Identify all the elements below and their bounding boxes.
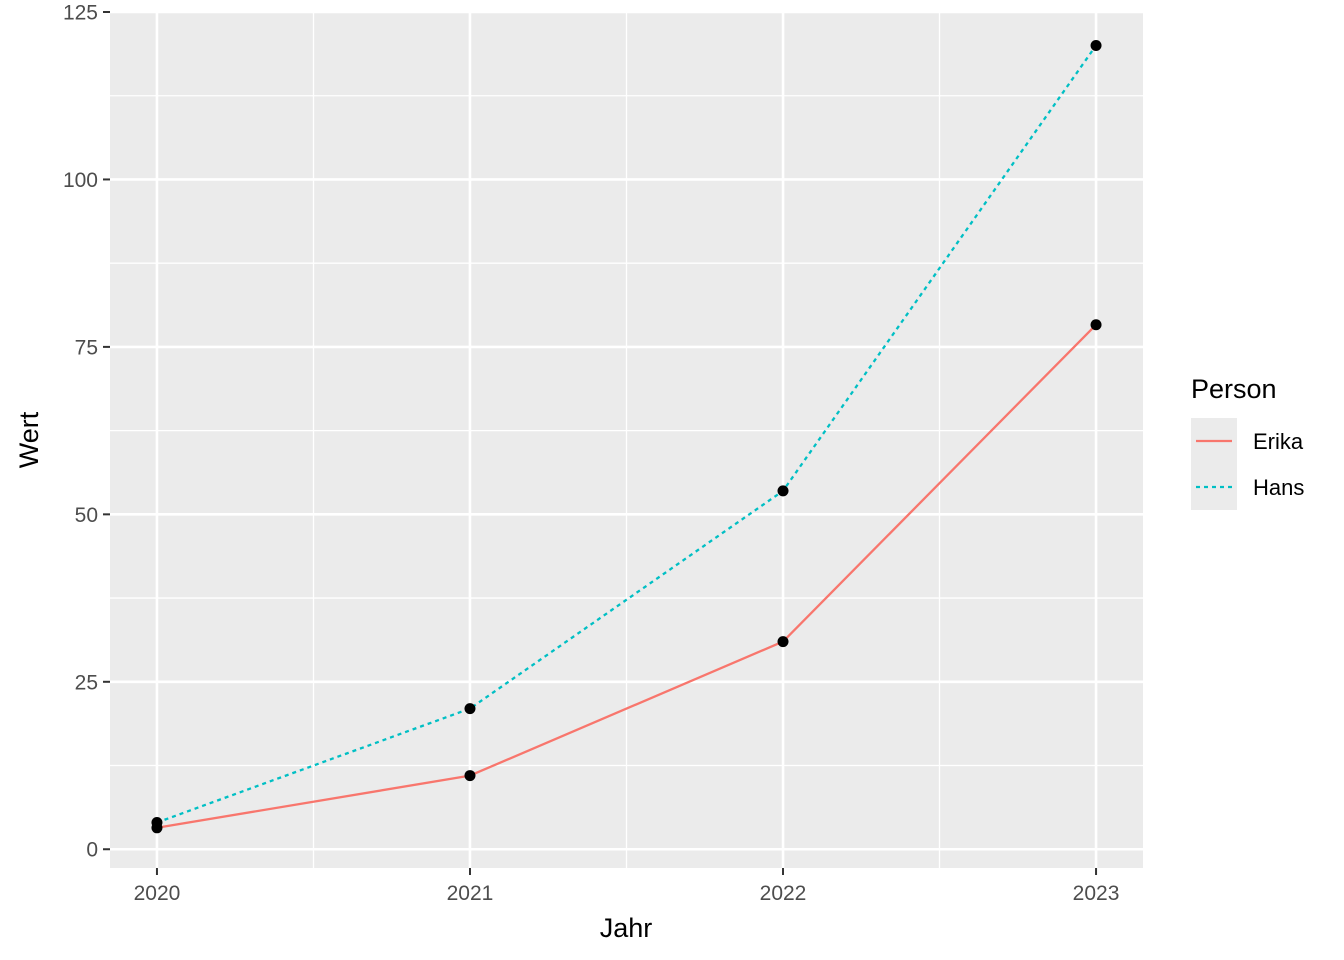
y-tick-label: 100 [63,169,98,192]
major-gridlines [110,10,1143,868]
data-point-erika [464,770,476,782]
y-tick-label: 125 [63,2,98,25]
legend-label-hans: Hans [1253,475,1304,500]
legend: Person Erika Hans [1191,374,1304,510]
series-line-hans [156,44,1097,824]
x-tick-label: 2020 [134,882,181,905]
x-axis-ticks: 2020 2021 2022 2023 [134,868,1120,905]
series-lines [156,44,1097,829]
data-point-hans [1090,39,1102,51]
y-tick-label: 25 [75,671,98,694]
data-point-hans [151,816,163,828]
legend-keys: Erika Hans [1191,418,1304,510]
data-points [151,39,1102,834]
y-axis-ticks: 0 25 50 75 100 125 [63,2,110,862]
minor-gridlines [110,12,1143,868]
y-tick-label: 50 [75,504,98,527]
x-axis-title: Jahr [600,913,653,943]
y-axis-title: Wert [14,411,44,468]
series-line-erika [156,323,1097,829]
legend-label-erika: Erika [1253,429,1304,454]
data-point-hans [777,485,789,497]
data-point-hans [464,703,476,715]
data-point-erika [1090,319,1102,331]
x-tick-label: 2021 [447,882,494,905]
data-point-erika [777,636,789,648]
x-tick-label: 2022 [760,882,807,905]
legend-title: Person [1191,374,1277,404]
x-tick-label: 2023 [1073,882,1120,905]
y-tick-label: 75 [75,336,98,359]
y-tick-label: 0 [86,839,98,862]
